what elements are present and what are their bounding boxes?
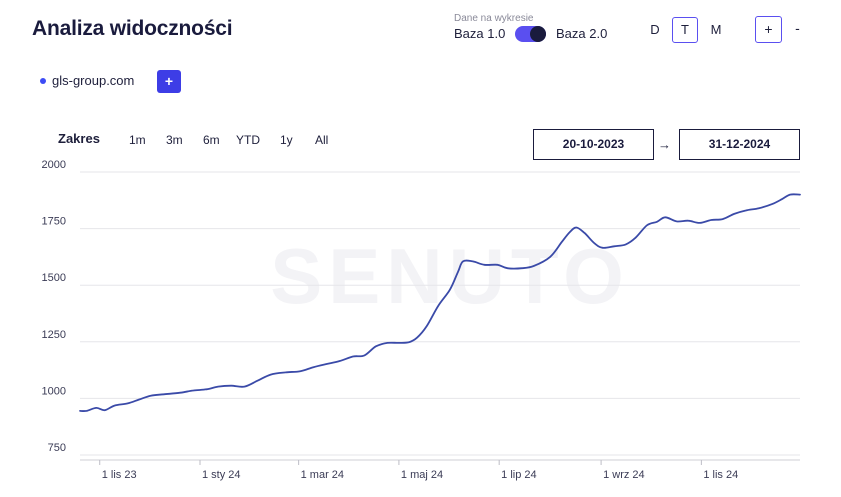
data-base-caption: Dane na wykresie bbox=[454, 13, 534, 24]
date-range-arrow: → bbox=[658, 137, 671, 152]
x-tick-label: 1 sty 24 bbox=[202, 469, 241, 481]
senuto-watermark: SENUTO bbox=[270, 232, 630, 320]
y-tick-label: 1500 bbox=[42, 272, 66, 284]
range-1y-button[interactable]: 1y bbox=[280, 133, 293, 147]
series-line-gls-group-com bbox=[79, 193, 801, 412]
x-tick-label: 1 mar 24 bbox=[301, 469, 344, 481]
period-month-button[interactable]: M bbox=[710, 22, 722, 37]
domain-label: gls-group.com bbox=[52, 73, 135, 88]
toggle-knob bbox=[530, 26, 546, 42]
y-tick-label: 1000 bbox=[42, 385, 66, 397]
y-tick-label: 2000 bbox=[42, 159, 66, 171]
add-domain-button[interactable]: + bbox=[157, 70, 181, 93]
start-date-input[interactable]: 20-10-2023 bbox=[533, 129, 654, 160]
period-week-button[interactable]: T bbox=[672, 17, 698, 43]
x-tick-label: 1 lip 24 bbox=[501, 469, 536, 481]
range-3m-button[interactable]: 3m bbox=[166, 133, 183, 147]
grid-lines bbox=[80, 171, 800, 456]
base-1-label: Baza 1.0 bbox=[454, 26, 506, 41]
page-title: Analiza widoczności bbox=[32, 17, 233, 40]
y-tick-label: 1250 bbox=[42, 329, 66, 341]
x-tick-label: 1 lis 23 bbox=[102, 469, 137, 481]
domain-legend-item[interactable]: gls-group.com bbox=[40, 73, 134, 88]
period-day-button[interactable]: D bbox=[650, 22, 660, 37]
range-1m-button[interactable]: 1m bbox=[129, 133, 146, 147]
x-tick-label: 1 lis 24 bbox=[703, 469, 738, 481]
y-tick-label: 1750 bbox=[42, 216, 66, 228]
y-axis: 750 1000 1250 1500 1750 2000 bbox=[42, 159, 66, 454]
range-6m-button[interactable]: 6m bbox=[203, 133, 220, 147]
base-2-label: Baza 2.0 bbox=[556, 26, 608, 41]
x-tick-label: 1 maj 24 bbox=[401, 469, 443, 481]
zoom-out-button[interactable]: - bbox=[795, 20, 800, 36]
x-tick-label: 1 wrz 24 bbox=[603, 469, 645, 481]
end-date-input[interactable]: 31-12-2024 bbox=[679, 129, 800, 160]
base-toggle[interactable] bbox=[515, 26, 546, 42]
range-label: Zakres bbox=[58, 131, 100, 146]
y-tick-label: 750 bbox=[48, 442, 66, 454]
x-axis: 1 lis 23 1 sty 24 1 mar 24 1 maj 24 1 lip 24… bbox=[80, 459, 800, 481]
range-ytd-button[interactable]: YTD bbox=[236, 133, 260, 147]
range-all-button[interactable]: All bbox=[315, 133, 329, 147]
domain-color-dot bbox=[40, 77, 46, 84]
zoom-in-button[interactable]: + bbox=[755, 16, 782, 43]
